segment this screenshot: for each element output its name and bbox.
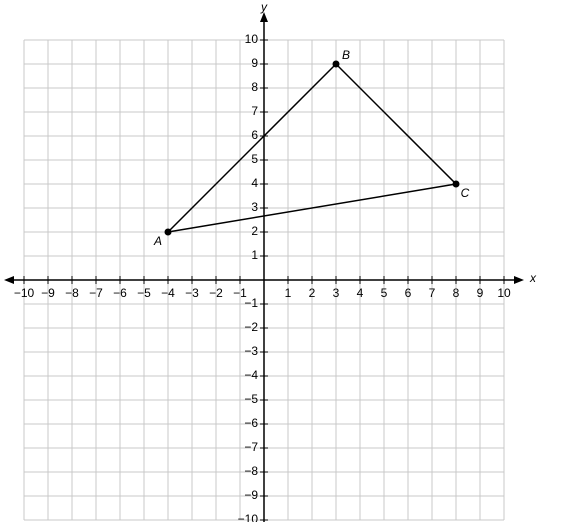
vertex bbox=[332, 60, 340, 68]
x-tick-label: 9 bbox=[477, 286, 484, 300]
y-tick-label: 10 bbox=[245, 32, 259, 46]
y-tick-label: −4 bbox=[244, 368, 258, 382]
vertex bbox=[452, 180, 460, 188]
x-tick-label: 6 bbox=[405, 286, 412, 300]
vertex-label: A bbox=[153, 234, 162, 248]
y-tick-label: 4 bbox=[251, 176, 258, 190]
y-tick-label: −8 bbox=[244, 464, 258, 478]
x-tick-label: 4 bbox=[357, 286, 364, 300]
y-tick-label: −9 bbox=[244, 488, 258, 502]
x-tick-label: −8 bbox=[65, 286, 79, 300]
y-tick-label: −7 bbox=[244, 440, 258, 454]
y-tick-label: −1 bbox=[244, 296, 258, 310]
x-tick-label: 2 bbox=[309, 286, 316, 300]
x-tick-label: −3 bbox=[185, 286, 199, 300]
y-tick-label: −2 bbox=[244, 320, 258, 334]
x-tick-label: −2 bbox=[209, 286, 223, 300]
x-tick-label: 1 bbox=[285, 286, 292, 300]
y-tick-label: 5 bbox=[251, 152, 258, 166]
y-tick-label: −3 bbox=[244, 344, 258, 358]
x-tick-label: 3 bbox=[333, 286, 340, 300]
y-tick-label: 3 bbox=[251, 200, 258, 214]
y-tick-label: 2 bbox=[251, 224, 258, 238]
x-tick-label: −1 bbox=[233, 286, 247, 300]
vertex bbox=[164, 228, 172, 236]
y-tick-label: −5 bbox=[244, 392, 258, 406]
vertex-label: B bbox=[342, 48, 350, 62]
x-tick-label: −6 bbox=[113, 286, 127, 300]
x-tick-label: −9 bbox=[41, 286, 55, 300]
x-tick-label: −5 bbox=[137, 286, 151, 300]
x-tick-label: 10 bbox=[497, 286, 511, 300]
x-tick-label: −10 bbox=[14, 286, 35, 300]
y-tick-label: −10 bbox=[238, 512, 259, 522]
y-axis-label: y bbox=[260, 0, 268, 14]
x-tick-label: 5 bbox=[381, 286, 388, 300]
y-tick-label: −6 bbox=[244, 416, 258, 430]
x-tick-label: 7 bbox=[429, 286, 436, 300]
x-tick-label: 8 bbox=[453, 286, 460, 300]
triangle bbox=[165, 62, 458, 234]
y-tick-label: 1 bbox=[251, 248, 258, 262]
x-axis-label: x bbox=[529, 271, 537, 285]
y-tick-label: 8 bbox=[251, 80, 258, 94]
x-tick-label: −7 bbox=[89, 286, 103, 300]
vertex-label: C bbox=[461, 186, 470, 200]
y-tick-label: 7 bbox=[251, 104, 258, 118]
x-tick-label: −4 bbox=[161, 286, 175, 300]
y-tick-label: 6 bbox=[251, 128, 258, 142]
y-tick-label: 9 bbox=[251, 56, 258, 70]
